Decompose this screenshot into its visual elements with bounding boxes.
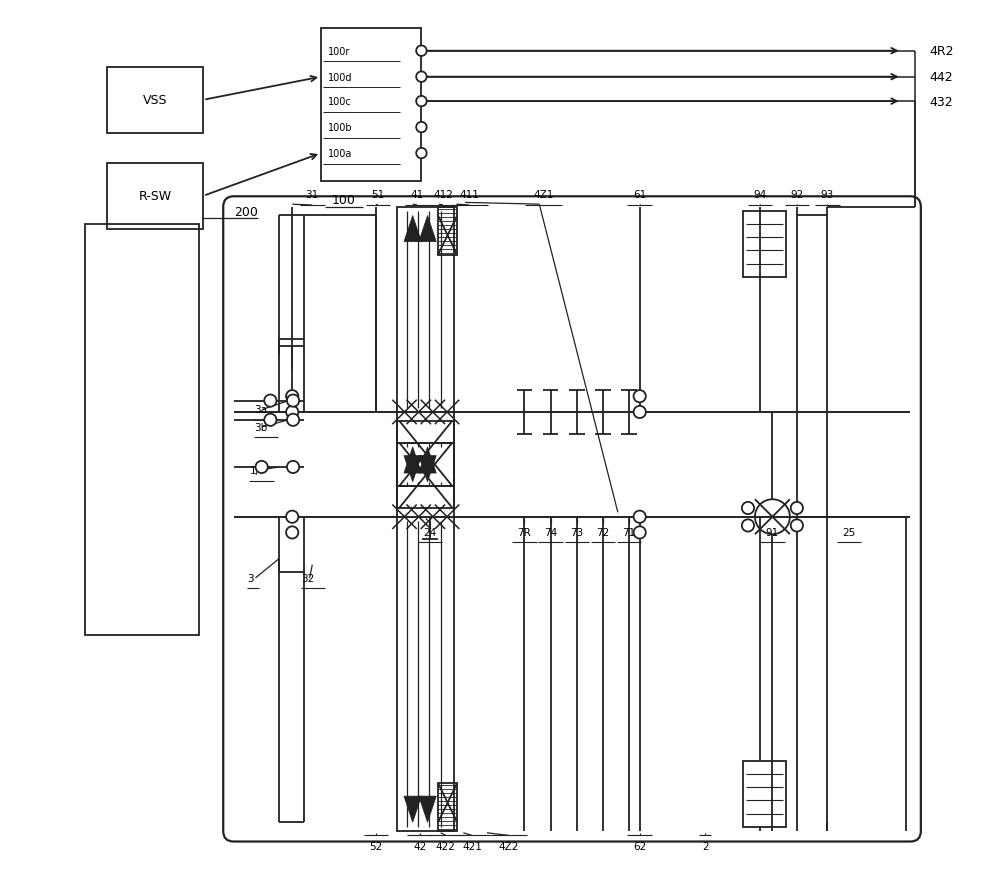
Text: R-SW: R-SW xyxy=(139,190,172,203)
Circle shape xyxy=(416,97,427,107)
Text: 2: 2 xyxy=(702,841,708,851)
Bar xyxy=(743,761,786,827)
Text: 422: 422 xyxy=(436,841,456,851)
Circle shape xyxy=(634,407,646,418)
Text: 72: 72 xyxy=(596,527,610,537)
Polygon shape xyxy=(404,456,421,482)
Text: VSS: VSS xyxy=(143,94,167,107)
Polygon shape xyxy=(419,797,436,822)
Circle shape xyxy=(742,502,754,515)
Circle shape xyxy=(416,73,427,82)
Text: 432: 432 xyxy=(930,96,953,108)
Polygon shape xyxy=(419,216,436,243)
Circle shape xyxy=(634,511,646,524)
Text: 71: 71 xyxy=(623,527,636,537)
Bar xyxy=(85,225,199,635)
Bar xyxy=(321,28,421,182)
Circle shape xyxy=(742,520,754,532)
Circle shape xyxy=(634,526,646,539)
Circle shape xyxy=(286,511,298,524)
Text: 3b: 3b xyxy=(254,423,267,432)
Circle shape xyxy=(416,123,427,133)
Bar xyxy=(743,212,786,277)
Text: 3: 3 xyxy=(247,573,253,583)
Text: 61: 61 xyxy=(633,190,646,199)
Text: 100: 100 xyxy=(331,194,355,207)
Text: 93: 93 xyxy=(821,190,834,199)
Bar xyxy=(107,68,203,134)
Text: 74: 74 xyxy=(544,527,557,537)
Text: 92: 92 xyxy=(790,190,803,199)
Text: 200: 200 xyxy=(234,206,258,218)
Polygon shape xyxy=(419,456,436,482)
Text: 73: 73 xyxy=(570,527,583,537)
Bar xyxy=(397,207,454,486)
Circle shape xyxy=(791,520,803,532)
Text: 4R2: 4R2 xyxy=(930,45,954,58)
Circle shape xyxy=(287,415,299,426)
Polygon shape xyxy=(404,797,421,822)
Text: 3a: 3a xyxy=(254,405,267,415)
Text: 91: 91 xyxy=(766,527,779,537)
Circle shape xyxy=(256,462,268,473)
Circle shape xyxy=(286,391,298,403)
Circle shape xyxy=(287,395,299,408)
Circle shape xyxy=(286,526,298,539)
Text: 412: 412 xyxy=(433,190,453,199)
Text: 100b: 100b xyxy=(328,123,353,133)
Text: 4Z1: 4Z1 xyxy=(533,190,554,199)
Text: 100r: 100r xyxy=(328,47,350,57)
Bar xyxy=(438,207,457,255)
Text: 24: 24 xyxy=(424,527,437,537)
Text: 25: 25 xyxy=(843,527,856,537)
Circle shape xyxy=(791,502,803,515)
Text: 52: 52 xyxy=(369,841,383,851)
Circle shape xyxy=(264,415,276,426)
Text: 42: 42 xyxy=(413,841,426,851)
Text: 62: 62 xyxy=(633,841,646,851)
Polygon shape xyxy=(404,216,421,243)
Bar xyxy=(397,443,454,509)
Circle shape xyxy=(634,391,646,403)
Polygon shape xyxy=(419,447,436,473)
Text: 100a: 100a xyxy=(328,149,352,159)
Text: 7R: 7R xyxy=(518,527,531,537)
Text: 4Z2: 4Z2 xyxy=(499,841,519,851)
Circle shape xyxy=(416,46,427,57)
Bar xyxy=(107,164,203,229)
Polygon shape xyxy=(404,447,421,473)
Text: 421: 421 xyxy=(462,841,482,851)
Circle shape xyxy=(287,462,299,473)
Bar xyxy=(397,421,454,486)
Text: 1/: 1/ xyxy=(249,466,260,476)
Circle shape xyxy=(286,407,298,418)
Text: 31: 31 xyxy=(306,190,319,199)
Text: 442: 442 xyxy=(930,71,953,84)
Text: 100c: 100c xyxy=(328,97,352,107)
Text: 41: 41 xyxy=(410,190,424,199)
Text: 100d: 100d xyxy=(328,73,352,82)
Circle shape xyxy=(416,149,427,159)
Bar xyxy=(438,783,457,831)
Text: 411: 411 xyxy=(460,190,479,199)
Text: 32: 32 xyxy=(301,573,314,583)
Text: 51: 51 xyxy=(371,190,384,199)
Circle shape xyxy=(264,395,276,408)
Bar xyxy=(397,443,454,831)
Text: 94: 94 xyxy=(754,190,767,199)
